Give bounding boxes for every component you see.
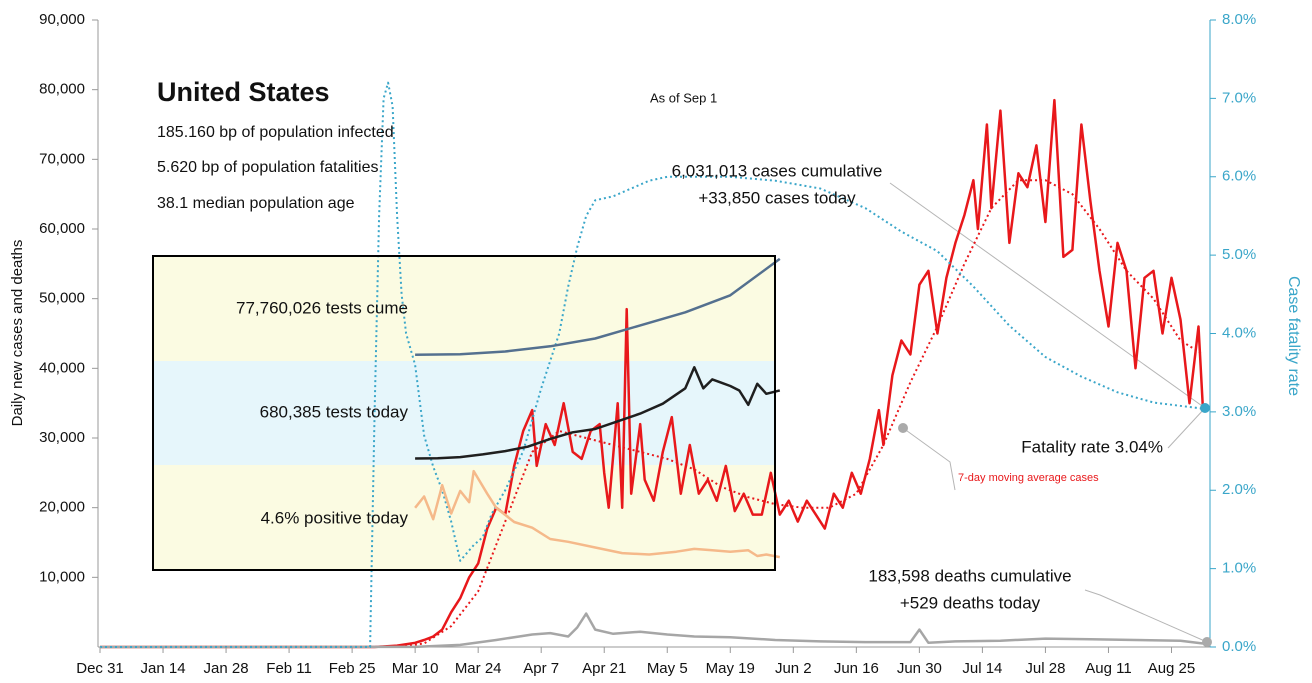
x-tick-label: Jun 16	[834, 660, 879, 677]
chart-title: United States	[157, 77, 330, 107]
x-tick-label: Mar 10	[392, 660, 439, 677]
x-tick-label: Apr 7	[523, 660, 559, 677]
line	[99, 179, 1204, 648]
annotation: 7-day moving average cases	[958, 472, 1099, 484]
y2-tick-label: 7.0%	[1222, 89, 1256, 106]
y2-tick-label: 3.0%	[1222, 403, 1256, 420]
inset-label: 4.6% positive today	[261, 508, 409, 527]
x-tick-label: Jun 2	[775, 660, 812, 677]
leader-line	[902, 427, 956, 491]
x-tick-label: May 19	[706, 660, 755, 677]
x-tick-label: Jul 14	[962, 660, 1002, 677]
inset-label: 680,385 tests today	[260, 402, 409, 421]
x-tick-label: Apr 21	[582, 660, 626, 677]
y-tick-label: 20,000	[39, 499, 85, 516]
annotation: Fatality rate 3.04%	[1021, 437, 1163, 456]
y-axis-label: Daily new cases and deaths	[9, 240, 26, 427]
leader-line	[1084, 589, 1208, 643]
x-tick-label: Feb 11	[266, 660, 312, 677]
inset-band	[153, 465, 775, 570]
y2-tick-label: 4.0%	[1222, 324, 1256, 341]
inset-label: 77,760,026 tests cume	[236, 298, 408, 317]
x-tick-label: Aug 25	[1148, 660, 1196, 677]
x-tick-label: Mar 24	[455, 660, 502, 677]
annotation: +33,850 cases today	[698, 188, 856, 207]
line	[414, 469, 781, 559]
y2-tick-label: 0.0%	[1222, 638, 1256, 655]
line	[415, 366, 781, 460]
y-tick-label: 10,000	[39, 568, 85, 585]
annotation: +529 deaths today	[900, 593, 1041, 612]
x-tick-label: Jun 30	[897, 660, 942, 677]
annotation: 38.1 median population age	[157, 195, 355, 212]
marks	[99, 81, 1205, 649]
line	[415, 257, 781, 356]
y-tick-label: 50,000	[39, 290, 85, 307]
marker	[1200, 403, 1210, 413]
line	[100, 98, 1205, 649]
y2-tick-label: 6.0%	[1222, 168, 1256, 185]
inset-band	[153, 256, 775, 361]
line	[99, 612, 1204, 649]
y2-axis-label: Case fatality rate	[1285, 276, 1302, 396]
leader-line	[1167, 407, 1206, 449]
inset-band	[153, 361, 775, 465]
leader-line	[889, 182, 1206, 409]
y2-tick-label: 1.0%	[1222, 560, 1256, 577]
y-tick-label: 70,000	[39, 150, 85, 167]
y-tick-label: 60,000	[39, 220, 85, 237]
annotation: As of Sep 1	[650, 90, 717, 105]
x-tick-label: Jul 28	[1025, 660, 1065, 677]
y2-tick-label: 5.0%	[1222, 246, 1256, 263]
x-tick-label: Feb 25	[329, 660, 376, 677]
x-tick-label: Jan 28	[204, 660, 249, 677]
y-tick-label: 30,000	[39, 429, 85, 446]
marker	[898, 423, 908, 433]
marker	[1202, 637, 1212, 647]
y-tick-label: 40,000	[39, 359, 85, 376]
y-tick-label: 90,000	[39, 11, 85, 28]
inset-frame	[152, 255, 776, 571]
annotation: 6,031,013 cases cumulative	[672, 161, 883, 180]
annotation: 185.160 bp of population infected	[157, 124, 394, 141]
x-tick-label: Jan 14	[141, 660, 186, 677]
y2-tick-label: 8.0%	[1222, 11, 1256, 28]
y2-tick-label: 2.0%	[1222, 481, 1256, 498]
x-tick-label: May 5	[647, 660, 688, 677]
x-tick-label: Aug 11	[1085, 660, 1131, 677]
annotation: 183,598 deaths cumulative	[868, 566, 1071, 585]
y-tick-label: 80,000	[39, 81, 85, 98]
x-tick-label: Dec 31	[76, 660, 124, 677]
annotation: 5.620 bp of population fatalities	[157, 159, 379, 176]
